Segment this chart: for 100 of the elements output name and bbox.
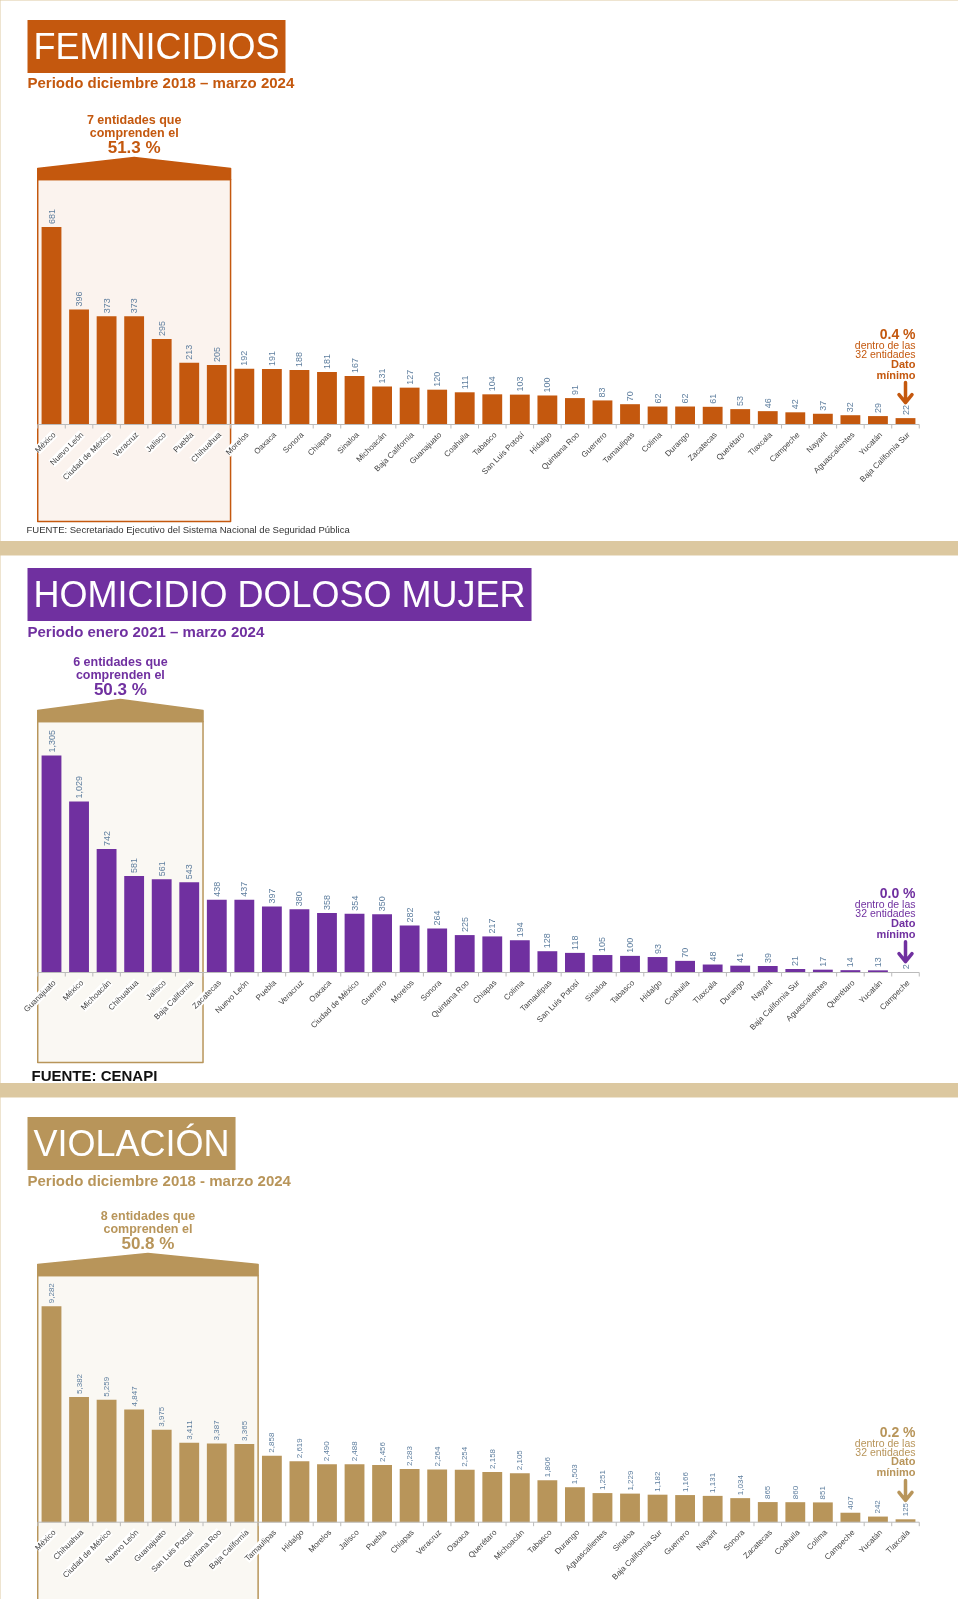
bar [868, 416, 888, 425]
data-label: 860 [790, 1485, 800, 1500]
bar [399, 387, 420, 425]
data-label: 120 [432, 371, 443, 387]
bar [206, 365, 227, 425]
data-label: 681 [46, 208, 57, 224]
source-note: FUENTE: CENAPI [31, 1067, 158, 1084]
data-label: 194 [514, 922, 525, 938]
bar [868, 970, 888, 973]
data-label: 32 [845, 402, 856, 413]
bar [620, 955, 640, 973]
bar [509, 940, 530, 973]
data-label: 3,387 [212, 1419, 222, 1441]
bar [179, 362, 200, 425]
data-label: 397 [266, 888, 277, 904]
bar [702, 406, 723, 425]
bar [124, 316, 145, 425]
bar [41, 226, 62, 425]
bar [482, 394, 503, 425]
data-label: 373 [129, 298, 140, 314]
bar [620, 1493, 640, 1523]
data-label: 2,488 [350, 1440, 360, 1462]
bar [757, 1502, 778, 1523]
bar [179, 1442, 200, 1523]
data-label: 225 [459, 917, 470, 933]
bar [454, 1469, 475, 1523]
bar [812, 413, 833, 425]
bar [344, 913, 365, 973]
bar [344, 376, 365, 425]
data-label: 62 [680, 393, 691, 404]
data-label: 5,382 [74, 1373, 84, 1394]
bar [399, 1469, 420, 1523]
data-label: 39 [762, 953, 773, 964]
data-label: 17 [817, 956, 828, 967]
chart-subtitle: Periodo diciembre 2018 - marzo 2024 [27, 1172, 292, 1189]
bar [69, 309, 89, 425]
bar [702, 1495, 723, 1523]
annotation: 0.2 % dentro de las 32 entidades Dato mínimo [854, 1423, 917, 1479]
bar [372, 386, 392, 425]
bar [757, 966, 778, 973]
bar [234, 899, 255, 973]
bar [647, 406, 668, 425]
data-label: 188 [294, 351, 305, 367]
data-label: 1,503 [570, 1463, 580, 1485]
chart-title: HOMICIDIO DOLOSO MUJER [33, 574, 526, 615]
bar [179, 882, 200, 973]
source-note: FUENTE: Secretariado Ejecutivo del Sistema Nacional de Seguridad Pública [26, 524, 351, 535]
data-label: 42 [790, 399, 801, 410]
annotation: 0.0 % dentro de las 32 entidades Dato mínimo [854, 885, 917, 940]
data-label: 103 [514, 376, 525, 392]
bar [482, 1471, 503, 1523]
data-label: 46 [762, 398, 773, 409]
data-label: 264 [432, 910, 443, 926]
bar [895, 1519, 916, 1523]
bar [565, 398, 585, 425]
bar [317, 912, 337, 973]
data-label: 62 [652, 393, 663, 404]
bar [289, 909, 310, 973]
bar [840, 415, 861, 425]
bar [592, 1493, 613, 1523]
data-label: 1,166 [680, 1471, 690, 1493]
data-label: 2,456 [377, 1441, 387, 1463]
bar [675, 406, 696, 425]
data-label: 1,034 [735, 1474, 745, 1496]
bar [261, 906, 282, 973]
data-label: 1,305 [46, 729, 57, 753]
bar [537, 1480, 558, 1523]
bar [206, 899, 227, 973]
data-label: 111 [459, 375, 470, 390]
bar [261, 369, 282, 425]
data-label: 1,806 [542, 1456, 552, 1478]
data-label: 851 [818, 1485, 828, 1500]
bar [812, 1502, 833, 1523]
data-label: 104 [487, 376, 498, 392]
bar [730, 409, 751, 425]
data-label: 41 [735, 952, 746, 963]
chart-subtitle: Periodo diciembre 2018 – marzo 2024 [27, 74, 295, 91]
bar [427, 389, 448, 425]
data-label: 282 [404, 907, 415, 923]
bar [647, 957, 668, 973]
data-label: 358 [321, 894, 332, 910]
bar [234, 1443, 255, 1523]
chart-title: VIOLACIÓN [33, 1123, 230, 1164]
bar [151, 879, 172, 973]
bar [482, 936, 503, 973]
data-label: 192 [239, 350, 250, 366]
bar [124, 1409, 145, 1523]
data-label: 61 [707, 393, 718, 404]
data-label: 100 [625, 937, 636, 953]
data-label: 1,182 [653, 1471, 663, 1492]
bar [840, 1512, 861, 1523]
bar [69, 801, 89, 973]
data-label: 373 [101, 298, 112, 314]
bar [509, 1473, 530, 1523]
bar [151, 1429, 172, 1523]
bar [454, 935, 475, 973]
data-label: 21 [790, 955, 801, 967]
bar [151, 338, 172, 425]
bar [41, 1306, 62, 1523]
data-label: 128 [542, 933, 553, 949]
